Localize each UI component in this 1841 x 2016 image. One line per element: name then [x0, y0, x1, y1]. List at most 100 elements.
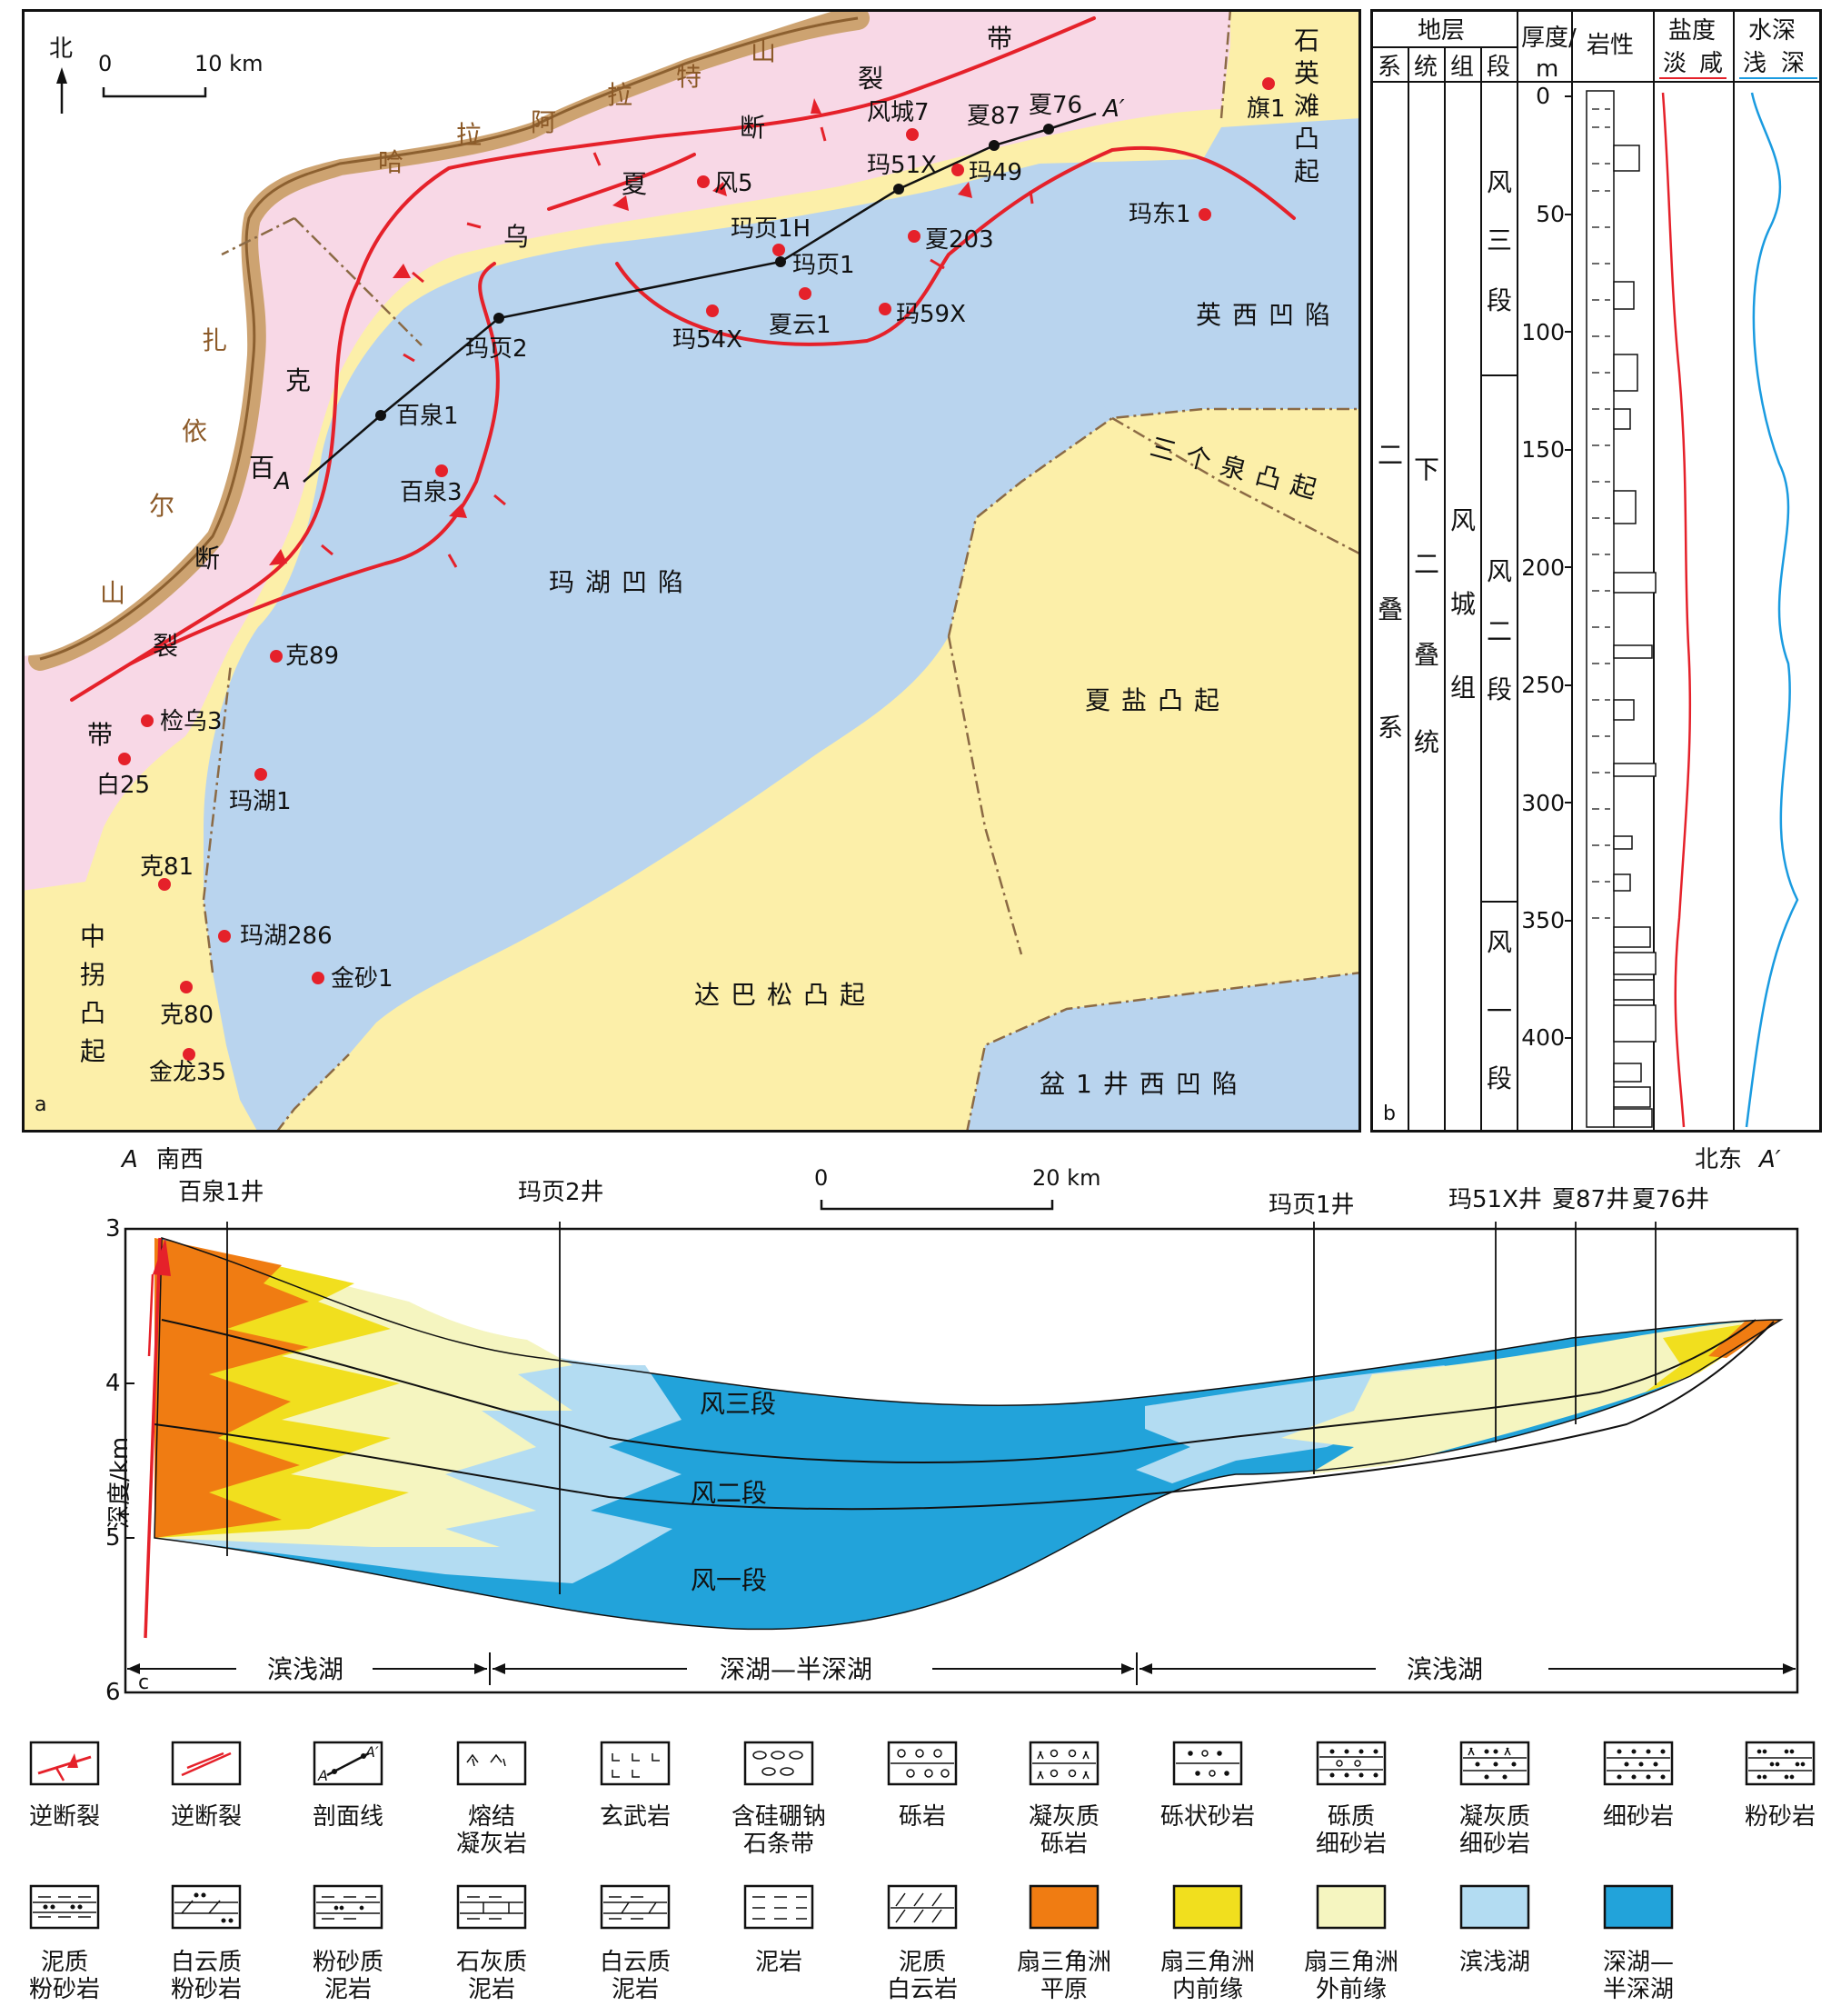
member-char: 一	[1487, 996, 1512, 1026]
legend-box	[600, 1884, 671, 1930]
legend-label: 凝灰质	[1459, 1803, 1530, 1831]
legend-label: 半深湖	[1603, 1976, 1674, 2003]
well-label: 玛湖286	[240, 923, 333, 950]
region-label-char: 起	[80, 1036, 105, 1066]
legend-label: 砾状砂岩	[1160, 1803, 1255, 1831]
thrust-fault-symbol	[37, 1753, 92, 1781]
legend-box	[456, 1741, 527, 1786]
formation-char: 风	[1450, 505, 1476, 535]
well-label: 玛页1	[792, 252, 855, 279]
fault-arrows	[269, 98, 972, 565]
salinity-curve	[1661, 92, 1692, 1128]
legend-box	[29, 1884, 100, 1930]
region-label-char: 拐	[80, 960, 105, 990]
well-label: 玛59X	[896, 301, 966, 328]
region-boundaries	[202, 9, 1361, 1133]
section-end-a-label: A	[273, 468, 291, 495]
well-label: 玛东1	[1129, 201, 1191, 228]
boundary-fault-arrow	[153, 1238, 171, 1276]
legend-label: 内前缘	[1172, 1976, 1243, 2003]
region-label: 盆1井西凹陷	[1040, 1069, 1249, 1099]
header-member: 段	[1487, 54, 1510, 81]
region-label-char: 凸	[1294, 124, 1319, 154]
well-label: 检乌3	[160, 708, 223, 735]
legend-label: 白云岩	[887, 1976, 958, 2003]
thickness-tick: 200	[1521, 554, 1565, 581]
fault-ticks	[321, 126, 1034, 568]
section-well-label: 玛页2井	[518, 1179, 604, 1206]
well-label: 玛湖1	[229, 788, 292, 815]
thickness-tick: 100	[1521, 319, 1565, 345]
header-salinity: 盐度	[1668, 17, 1716, 45]
legend-label: 砾岩	[1040, 1831, 1088, 1858]
mountain-ridge	[39, 16, 859, 661]
member-char: 风	[1487, 556, 1512, 586]
section-ylabel: 深度/km	[106, 1437, 134, 1529]
legend-label: 白云质	[171, 1949, 242, 1976]
legend-swatch-inner-front	[1172, 1884, 1243, 1930]
legend-label-section-line: 剖面线	[313, 1803, 383, 1831]
fault-zone-label-char: 断	[194, 544, 220, 574]
fault-zone-label-char: 裂	[858, 64, 883, 94]
member-char: 段	[1487, 285, 1512, 315]
legend-box	[743, 1884, 814, 1930]
legend-label: 粉砂岩	[1745, 1803, 1816, 1831]
mountain-label-char: 依	[182, 416, 207, 446]
system-char: 叠	[1378, 594, 1403, 624]
fault-zone-label-char: 百	[249, 453, 274, 483]
legend-label: 石条带	[743, 1831, 814, 1858]
series-char: 叠	[1414, 640, 1439, 670]
legend-label: 白云质	[600, 1949, 671, 1976]
member-boundary-upper	[161, 1319, 1756, 1463]
section-right-dir: 北东	[1695, 1147, 1742, 1173]
thickness-tick: 250	[1521, 672, 1565, 698]
lithology-dashes	[1592, 108, 1610, 919]
section-well-label: 玛页1井	[1269, 1192, 1355, 1219]
section-well-label: 夏76井	[1632, 1186, 1709, 1213]
section-well-label: 玛51X井	[1448, 1186, 1542, 1213]
legend-label-thrust-fault: 逆断裂	[171, 1803, 242, 1831]
cross-section-panel: 3 4 5 6 深度/km A 南西 北东 A′ 百泉1井 玛页2井 玛页1井 …	[105, 1147, 1799, 1706]
formation-char: 组	[1450, 673, 1476, 703]
legend-label: 滨浅湖	[1459, 1949, 1530, 1976]
header-system: 系	[1378, 54, 1401, 81]
header-formation: 组	[1450, 54, 1474, 81]
section-scale-twenty: 20 km	[1032, 1165, 1100, 1191]
mountain-label-char: 山	[751, 36, 776, 66]
well-label: 玛49	[969, 159, 1022, 186]
member-label: 风三段	[700, 1389, 776, 1419]
legend-label: 平原	[1040, 1976, 1088, 2003]
fault-zone-label-char: 乌	[503, 222, 529, 252]
region-label-char: 凸	[80, 998, 105, 1028]
well-label: 金龙35	[149, 1059, 226, 1086]
fault-zone-label-char: 带	[987, 24, 1012, 54]
header-thickness-1: 厚度/	[1521, 25, 1577, 52]
legend-label: 粉砂质	[313, 1949, 383, 1976]
header-strata: 地层	[1418, 17, 1465, 45]
legend-box	[313, 1884, 383, 1930]
thickness-tick: 50	[1536, 201, 1565, 227]
well-label: 夏76	[1029, 92, 1082, 119]
member-char: 风	[1487, 927, 1512, 957]
legend-label-thrust-fault: 逆断裂	[29, 1803, 100, 1831]
system-char: 二	[1378, 440, 1403, 470]
map-scale-bar: 0 10 km	[98, 51, 263, 98]
system-char: 系	[1378, 713, 1403, 743]
legend-label: 砾岩	[899, 1803, 946, 1831]
map-frame	[22, 9, 1361, 1133]
legend-label: 细砂岩	[1603, 1803, 1674, 1831]
section-panel-letter: c	[138, 1672, 149, 1694]
thickness-tick: 400	[1521, 1024, 1565, 1051]
well-label: 风5	[714, 170, 753, 197]
zone-label: 深湖—半深湖	[720, 1654, 872, 1684]
ytick-marks	[125, 1382, 134, 1539]
fault-zone-label-char: 克	[285, 365, 311, 395]
legend-label: 深湖—	[1603, 1949, 1674, 1976]
mountain-hinterland	[22, 9, 840, 656]
lithology-pattern-row2	[33, 1892, 954, 1923]
fault-zone-label-char: 带	[87, 720, 113, 750]
fault-zone-label-char: 裂	[153, 631, 178, 661]
legend-label: 扇三角洲	[1160, 1949, 1255, 1976]
region-label: 玛湖凹陷	[549, 567, 694, 597]
region-label: 夏盐凸起	[1085, 685, 1230, 715]
